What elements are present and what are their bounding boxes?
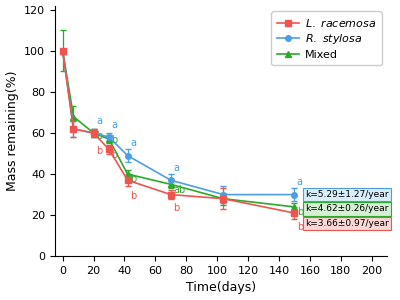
Text: a: a <box>111 120 117 130</box>
Y-axis label: Mass remaining(%): Mass remaining(%) <box>6 71 18 191</box>
Text: k=4.62±0.26/year: k=4.62±0.26/year <box>305 205 389 214</box>
Text: a: a <box>130 138 136 148</box>
Text: ab: ab <box>173 184 185 195</box>
Text: b: b <box>130 191 136 201</box>
Text: b: b <box>297 221 303 232</box>
Text: a: a <box>297 177 303 188</box>
Legend: $\it{L.\ racemosa}$, $\it{R.\ stylosa}$, Mixed: $\it{L.\ racemosa}$, $\it{R.\ stylosa}$,… <box>271 11 382 65</box>
Text: k=5.29±1.27/year: k=5.29±1.27/year <box>305 190 389 199</box>
Text: b: b <box>96 146 102 156</box>
Text: a: a <box>96 116 102 126</box>
Text: k=3.66±0.97/year: k=3.66±0.97/year <box>305 219 389 228</box>
Text: b: b <box>130 174 136 184</box>
Text: b: b <box>111 150 118 160</box>
Text: b: b <box>173 203 179 213</box>
Text: b: b <box>96 131 102 141</box>
Text: b: b <box>297 207 303 217</box>
Text: a: a <box>173 163 179 173</box>
Text: b: b <box>111 135 118 145</box>
X-axis label: Time(days): Time(days) <box>186 281 256 294</box>
